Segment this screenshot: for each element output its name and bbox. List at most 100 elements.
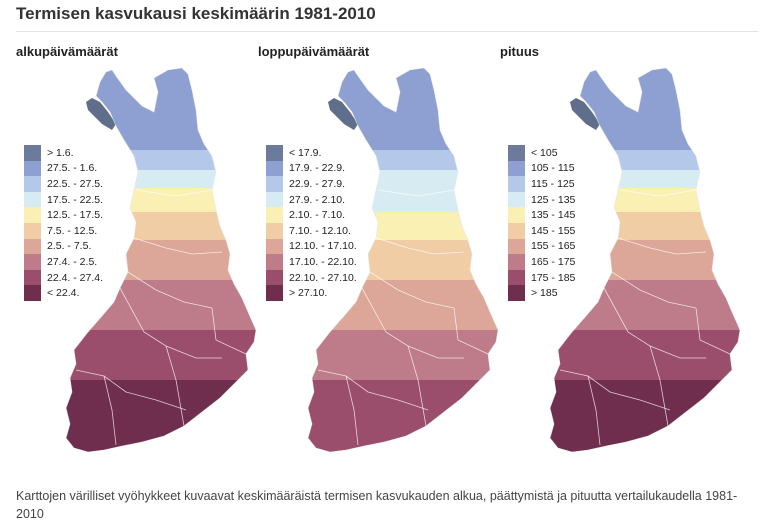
legend-label: 105 - 115 bbox=[531, 162, 575, 175]
legend-item: 135 - 145 bbox=[508, 207, 575, 223]
region-border bbox=[407, 345, 427, 427]
legend-label: 22.5. - 27.5. bbox=[47, 177, 104, 190]
legend-item: < 22.4. bbox=[24, 285, 103, 301]
legend-swatch bbox=[266, 145, 283, 161]
region-border bbox=[617, 237, 707, 255]
region-border bbox=[211, 307, 247, 355]
legend-swatch bbox=[24, 207, 41, 223]
region-border bbox=[619, 189, 697, 197]
legend-label: 175 - 185 bbox=[531, 271, 576, 284]
climate-zone-band bbox=[550, 380, 740, 452]
legend-label: 22.4. - 27.4. bbox=[47, 271, 104, 284]
region-border bbox=[133, 237, 223, 255]
legend-label: 27.9. - 2.10. bbox=[289, 193, 346, 206]
legend-item: > 185 bbox=[508, 285, 575, 301]
legend-item: 22.10. - 27.10. bbox=[266, 269, 357, 286]
legend-swatch bbox=[508, 222, 525, 239]
legend-label: 17.5. - 22.5. bbox=[47, 193, 104, 206]
legend-item: 155 - 165 bbox=[508, 238, 576, 255]
climate-zone-band bbox=[308, 330, 498, 381]
legend-swatch bbox=[508, 269, 525, 286]
legend-item: 27.9. - 2.10. bbox=[266, 191, 357, 208]
legend-label: > 1.6. bbox=[47, 146, 74, 159]
legend-item: 2.10. - 7.10. bbox=[266, 207, 357, 223]
legend-item: 22.4. - 27.4. bbox=[24, 269, 104, 286]
climate-zone-band bbox=[308, 380, 498, 452]
region-border bbox=[649, 345, 669, 427]
legend-label: < 22.4. bbox=[47, 287, 80, 300]
legend-swatch bbox=[24, 254, 41, 270]
region-border bbox=[377, 189, 455, 197]
northwest-arm-region bbox=[86, 98, 116, 130]
legend-item: > 1.6. bbox=[24, 145, 103, 161]
legend-swatch bbox=[508, 176, 525, 192]
country-outline bbox=[549, 67, 741, 453]
climate-zone-band bbox=[66, 330, 256, 381]
region-border bbox=[369, 271, 455, 309]
title-divider bbox=[16, 31, 758, 32]
legend-swatch bbox=[266, 191, 283, 208]
region-border bbox=[587, 375, 601, 446]
map-heading: loppupäivämäärät bbox=[258, 44, 370, 59]
legend-item: 115 - 125 bbox=[508, 176, 575, 192]
region-border bbox=[75, 369, 187, 411]
legend-item: 7.10. - 12.10. bbox=[266, 222, 357, 239]
legend-swatch bbox=[266, 176, 283, 192]
legend-label: 135 - 145 bbox=[531, 209, 576, 222]
map-panel-start-dates: alkupäivämäärät > 1.6. 27.5. - 1.6. 22.5. … bbox=[16, 40, 266, 480]
climate-zone-band bbox=[550, 330, 740, 381]
legend-item: 22.9. - 27.9. bbox=[266, 176, 357, 192]
legend-label: > 27.10. bbox=[289, 287, 328, 300]
legend-item: 105 - 115 bbox=[508, 160, 575, 177]
legend-label: < 105 bbox=[531, 146, 558, 159]
legend-swatch bbox=[24, 145, 41, 161]
map-legend: > 1.6. 27.5. - 1.6. 22.5. - 27.5. 17.5. - 2… bbox=[24, 145, 104, 301]
legend-label: 17.10. - 22.10. bbox=[289, 255, 357, 268]
region-border bbox=[103, 375, 117, 446]
country-outline bbox=[307, 67, 499, 453]
legend-item: 12.10. - 17.10. bbox=[266, 238, 357, 255]
legend-swatch bbox=[266, 254, 283, 270]
legend-swatch bbox=[508, 160, 525, 177]
legend-swatch bbox=[24, 238, 41, 255]
region-border bbox=[165, 345, 185, 427]
legend-item: 17.5. - 22.5. bbox=[24, 191, 104, 208]
legend-swatch bbox=[24, 176, 41, 192]
northwest-arm-region bbox=[570, 98, 600, 130]
legend-label: 22.9. - 27.9. bbox=[289, 177, 346, 190]
map-caption: Karttojen värilliset vyöhykkeet kuvaavat… bbox=[16, 489, 738, 521]
legend-swatch bbox=[266, 238, 283, 255]
legend-swatch bbox=[508, 207, 525, 223]
finland-map-length bbox=[549, 67, 741, 453]
legend-swatch bbox=[24, 285, 41, 301]
legend-label: 2.5. - 7.5. bbox=[47, 240, 92, 253]
region-border bbox=[611, 271, 697, 309]
legend-label: 7.5. - 12.5. bbox=[47, 224, 98, 237]
region-border bbox=[317, 369, 429, 411]
legend-swatch bbox=[266, 160, 283, 177]
region-border bbox=[695, 307, 731, 355]
legend-label: 2.10. - 7.10. bbox=[289, 209, 346, 222]
region-border bbox=[453, 307, 489, 355]
legend-label: 145 - 155 bbox=[531, 224, 576, 237]
region-border bbox=[127, 271, 213, 309]
legend-swatch bbox=[508, 145, 525, 161]
legend-item: 17.10. - 22.10. bbox=[266, 254, 357, 270]
legend-item: 17.9. - 22.9. bbox=[266, 160, 357, 177]
region-border bbox=[345, 375, 359, 446]
legend-swatch bbox=[508, 238, 525, 255]
page-title: Termisen kasvukausi keskimäärin 1981-201… bbox=[16, 4, 376, 23]
legend-swatch bbox=[266, 269, 283, 286]
legend-label: 155 - 165 bbox=[531, 240, 576, 253]
legend-label: 27.4. - 2.5. bbox=[47, 255, 98, 268]
map-legend: < 17.9. 17.9. - 22.9. 22.9. - 27.9. 27.9. -… bbox=[266, 145, 357, 301]
legend-item: 175 - 185 bbox=[508, 269, 576, 286]
legend-label: 7.10. - 12.10. bbox=[289, 224, 351, 237]
legend-item: 7.5. - 12.5. bbox=[24, 222, 103, 239]
legend-label: 27.5. - 1.6. bbox=[47, 162, 98, 175]
legend-swatch bbox=[266, 222, 283, 239]
legend-label: 17.9. - 22.9. bbox=[289, 162, 346, 175]
country-outline bbox=[65, 67, 257, 453]
legend-swatch bbox=[24, 222, 41, 239]
legend-swatch bbox=[24, 269, 41, 286]
